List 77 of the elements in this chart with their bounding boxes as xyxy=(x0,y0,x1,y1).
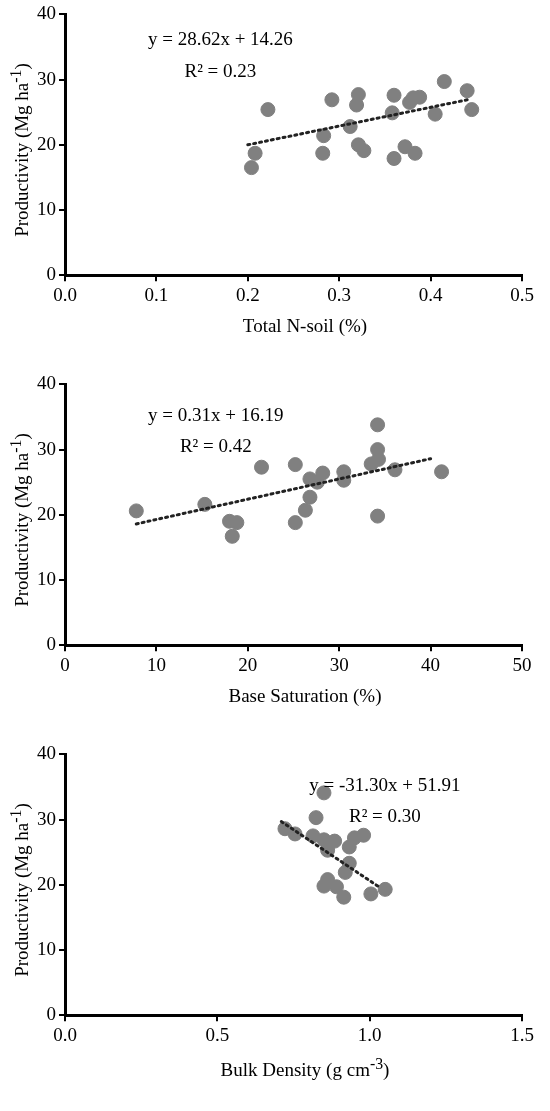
annotation: R² = 0.23 xyxy=(184,59,257,81)
point xyxy=(459,83,475,99)
x-axis-title: Bulk Density (g cm$^{-3}$) xyxy=(219,1055,391,1082)
point xyxy=(370,417,386,433)
x-tick-label: 0 xyxy=(60,653,70,675)
annotation: y = 0.31x + 16.19 xyxy=(148,403,284,425)
point xyxy=(315,145,331,161)
point xyxy=(341,839,357,855)
annotation: y = 28.62x + 14.26 xyxy=(147,28,293,50)
point xyxy=(297,502,313,518)
point xyxy=(128,503,144,519)
point xyxy=(464,102,480,118)
x-tick-label: 50 xyxy=(512,653,532,675)
x-tick-label: 0.2 xyxy=(235,283,260,305)
x-tick-label: 10 xyxy=(146,653,166,675)
x-tick-label: 20 xyxy=(238,653,258,675)
point xyxy=(407,145,423,161)
y-tick-label: 40 xyxy=(37,742,56,764)
point xyxy=(316,128,332,144)
point xyxy=(336,889,352,905)
x-axis-title: Total N-soil (%) xyxy=(241,315,369,337)
annotation: R² = 0.30 xyxy=(348,804,421,826)
point xyxy=(349,97,365,113)
point xyxy=(386,150,402,166)
y-tick-label: 0 xyxy=(46,633,56,655)
x-tick-label: 0.0 xyxy=(53,1023,77,1045)
point xyxy=(260,102,276,118)
point xyxy=(356,143,372,159)
y-tick-label: 10 xyxy=(37,197,56,219)
y-tick-label: 20 xyxy=(37,132,56,154)
point xyxy=(370,508,386,524)
point xyxy=(287,515,303,531)
x-tick-label: 40 xyxy=(421,653,441,675)
point xyxy=(436,74,452,90)
point xyxy=(434,464,450,480)
point xyxy=(243,160,259,176)
y-tick-label: 20 xyxy=(37,872,56,894)
point xyxy=(397,139,413,155)
point xyxy=(308,810,324,826)
x-tick-label: 1.0 xyxy=(357,1023,382,1045)
y-tick-label: 0 xyxy=(46,263,56,285)
y-tick-label: 20 xyxy=(37,502,56,524)
x-tick-label: 0.5 xyxy=(205,1023,230,1045)
point xyxy=(377,881,393,897)
point xyxy=(302,489,318,505)
point xyxy=(427,106,443,122)
y-tick-label: 10 xyxy=(37,567,56,589)
point xyxy=(324,92,340,108)
y-tick-label: 40 xyxy=(37,2,56,24)
point xyxy=(356,827,372,843)
annotation: y = -31.30x + 51.91 xyxy=(309,773,461,795)
y-tick-label: 30 xyxy=(37,67,56,89)
point xyxy=(224,528,240,544)
point xyxy=(328,879,344,895)
y-tick-label: 40 xyxy=(37,372,56,394)
x-tick-label: 30 xyxy=(329,653,349,675)
y-tick-label: 10 xyxy=(37,937,56,959)
point xyxy=(337,864,353,880)
x-tick-label: 0.0 xyxy=(53,283,77,305)
point xyxy=(254,459,270,475)
x-tick-label: 0.1 xyxy=(144,283,169,305)
x-tick-label: 1.5 xyxy=(510,1023,534,1045)
y-tick-label: 30 xyxy=(37,807,56,829)
point xyxy=(316,878,332,894)
point xyxy=(386,87,402,103)
point xyxy=(315,465,331,481)
x-tick-label: 0.5 xyxy=(510,283,534,305)
point xyxy=(287,457,303,473)
x-axis-title: Base Saturation (%) xyxy=(227,685,383,707)
point xyxy=(363,886,379,902)
x-tick-label: 0.3 xyxy=(327,283,352,305)
annotation: R² = 0.42 xyxy=(179,434,252,456)
point xyxy=(363,456,379,472)
y-tick-label: 0 xyxy=(46,1003,56,1025)
y-tick-label: 30 xyxy=(37,437,56,459)
point xyxy=(247,145,263,161)
x-tick-label: 0.4 xyxy=(418,283,443,305)
